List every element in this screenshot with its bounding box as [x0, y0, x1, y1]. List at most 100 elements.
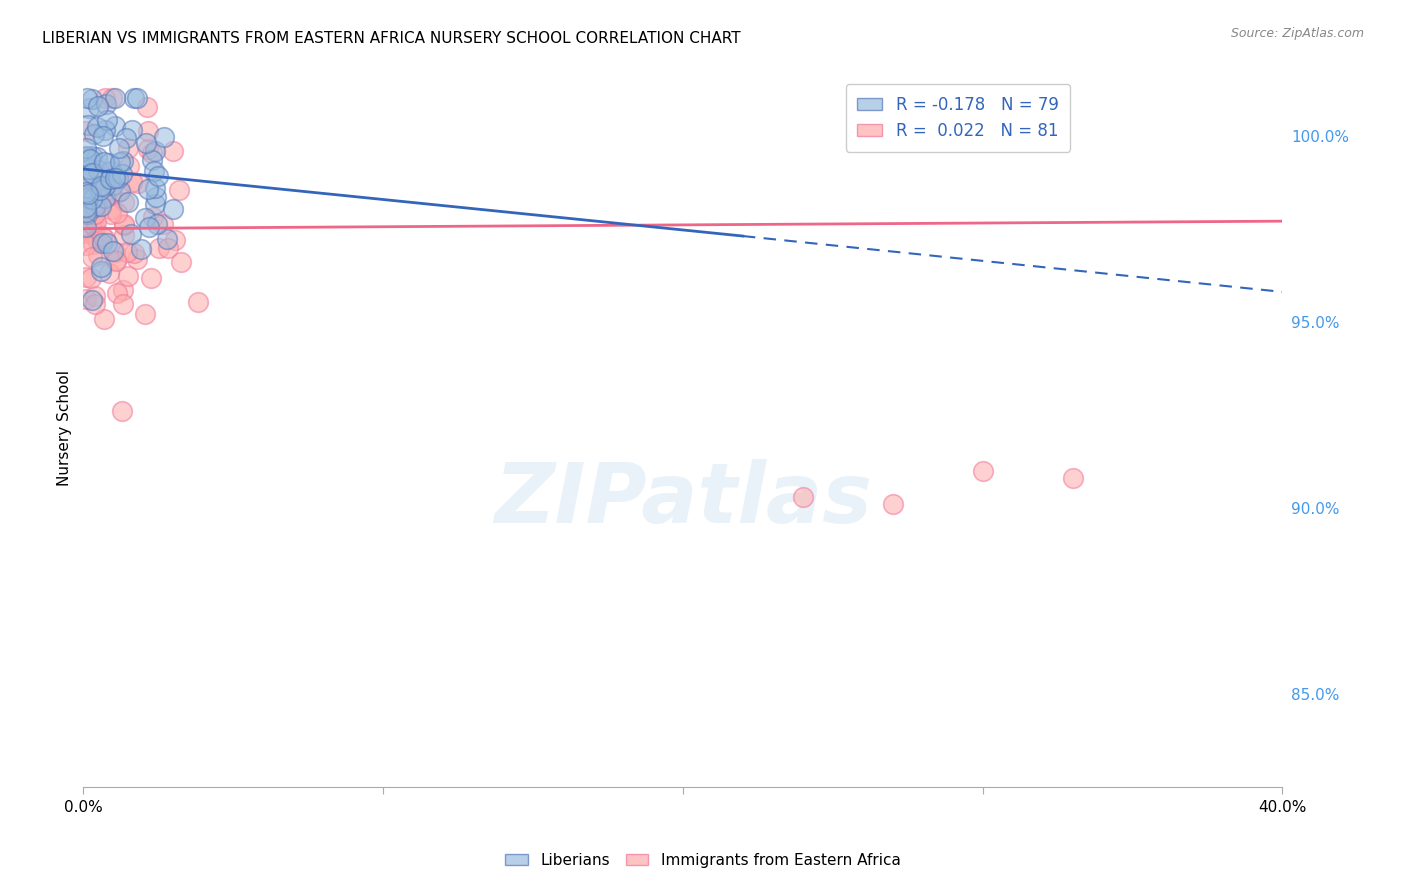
Point — [117, 141, 139, 155]
Point — [82, 236, 104, 251]
Text: ZIPatlas: ZIPatlas — [494, 459, 872, 541]
Point — [94, 169, 117, 184]
Point — [77, 169, 100, 184]
Point — [170, 255, 193, 269]
Point — [75, 269, 97, 284]
Legend: R = -0.178   N = 79, R =  0.022   N = 81: R = -0.178 N = 79, R = 0.022 N = 81 — [846, 84, 1070, 152]
Point — [101, 178, 124, 192]
Point — [105, 252, 128, 267]
Point — [112, 195, 135, 210]
Point — [90, 173, 112, 187]
Point — [86, 150, 108, 164]
Point — [117, 268, 139, 283]
Point — [135, 136, 157, 150]
Point — [98, 155, 121, 169]
Point — [87, 163, 110, 178]
Point — [111, 153, 134, 168]
Point — [145, 144, 167, 158]
Point — [138, 220, 160, 235]
Point — [86, 120, 108, 135]
Point — [136, 142, 159, 156]
Text: LIBERIAN VS IMMIGRANTS FROM EASTERN AFRICA NURSERY SCHOOL CORRELATION CHART: LIBERIAN VS IMMIGRANTS FROM EASTERN AFRI… — [42, 31, 741, 46]
Point — [77, 161, 100, 176]
Point — [80, 92, 103, 106]
Point — [96, 112, 118, 127]
Point — [112, 217, 135, 231]
Point — [98, 172, 121, 186]
Point — [145, 190, 167, 204]
Point — [103, 91, 125, 105]
Point — [75, 123, 97, 137]
Point — [103, 244, 125, 258]
Point — [135, 100, 157, 114]
Point — [108, 141, 131, 155]
Point — [80, 187, 103, 202]
Point — [75, 174, 97, 188]
Point — [136, 124, 159, 138]
Point — [76, 91, 98, 105]
Point — [77, 118, 100, 132]
Point — [98, 178, 121, 192]
Point — [112, 218, 135, 232]
Point — [148, 241, 170, 255]
Point — [100, 91, 122, 105]
Point — [82, 166, 104, 180]
Point — [82, 227, 104, 242]
Point — [83, 207, 105, 221]
Point — [75, 226, 97, 240]
Point — [90, 228, 112, 243]
Point — [120, 227, 142, 242]
Point — [75, 141, 97, 155]
Point — [104, 254, 127, 268]
Point — [76, 191, 98, 205]
Point — [122, 91, 145, 105]
Point — [882, 497, 904, 511]
Point — [83, 200, 105, 214]
Point — [104, 119, 127, 133]
Point — [111, 404, 134, 418]
Point — [108, 154, 131, 169]
Point — [80, 216, 103, 230]
Point — [84, 297, 107, 311]
Point — [94, 91, 117, 105]
Point — [79, 152, 101, 166]
Point — [792, 490, 814, 504]
Point — [152, 217, 174, 231]
Point — [75, 185, 97, 199]
Point — [86, 215, 108, 229]
Point — [156, 241, 179, 255]
Point — [79, 189, 101, 203]
Point — [112, 227, 135, 242]
Point — [75, 219, 97, 234]
Point — [75, 200, 97, 214]
Point — [148, 169, 170, 183]
Point — [136, 182, 159, 196]
Point — [90, 199, 112, 213]
Point — [91, 129, 114, 144]
Point — [94, 178, 117, 193]
Point — [118, 160, 141, 174]
Point — [972, 464, 994, 478]
Point — [122, 245, 145, 260]
Point — [142, 211, 165, 225]
Point — [80, 250, 103, 264]
Y-axis label: Nursery School: Nursery School — [58, 370, 72, 486]
Point — [93, 155, 115, 169]
Point — [100, 164, 122, 178]
Point — [187, 294, 209, 309]
Point — [107, 170, 129, 185]
Point — [96, 235, 118, 250]
Point — [117, 194, 139, 209]
Point — [87, 235, 110, 249]
Point — [87, 248, 110, 262]
Point — [105, 286, 128, 301]
Point — [75, 211, 97, 226]
Point — [80, 149, 103, 163]
Point — [90, 264, 112, 278]
Point — [107, 185, 129, 199]
Point — [105, 206, 128, 220]
Point — [108, 184, 131, 198]
Point — [87, 99, 110, 113]
Point — [75, 149, 97, 163]
Point — [90, 260, 112, 275]
